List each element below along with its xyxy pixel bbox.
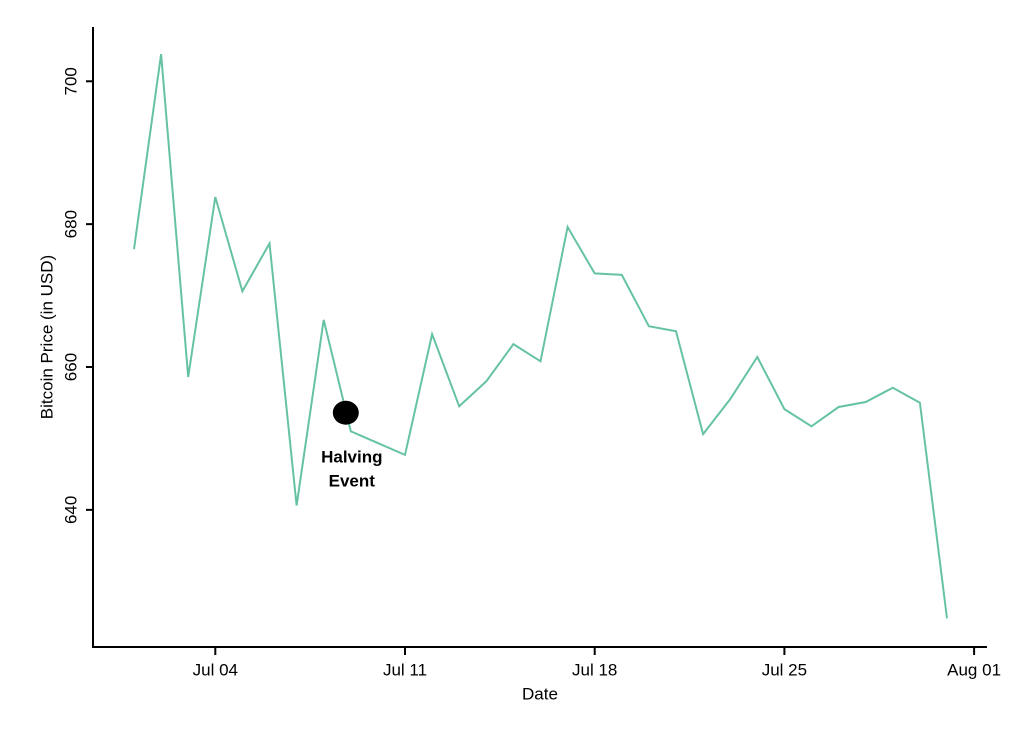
price-line: [133, 54, 948, 619]
y-tick-label: 680: [61, 210, 80, 238]
annotation-text: Halving Event: [321, 448, 382, 491]
annotation-line: Halving: [321, 448, 382, 467]
x-tick-label: Jul 11: [383, 660, 427, 679]
x-axis-label: Date: [522, 684, 558, 703]
y-axis-label: Bitcoin Price (in USD): [37, 255, 56, 419]
annotation-line: Event: [329, 472, 376, 491]
x-tick-label: Aug 01: [947, 660, 1001, 679]
y-tick-label: 660: [61, 353, 80, 381]
halving-marker: [332, 400, 359, 425]
y-tick-label: 700: [61, 67, 80, 95]
x-tick-label: Jul 04: [193, 660, 238, 679]
x-tick-label: Jul 18: [572, 660, 617, 679]
y-tick-label: 640: [61, 496, 80, 524]
x-tick-label: Jul 25: [762, 660, 807, 679]
